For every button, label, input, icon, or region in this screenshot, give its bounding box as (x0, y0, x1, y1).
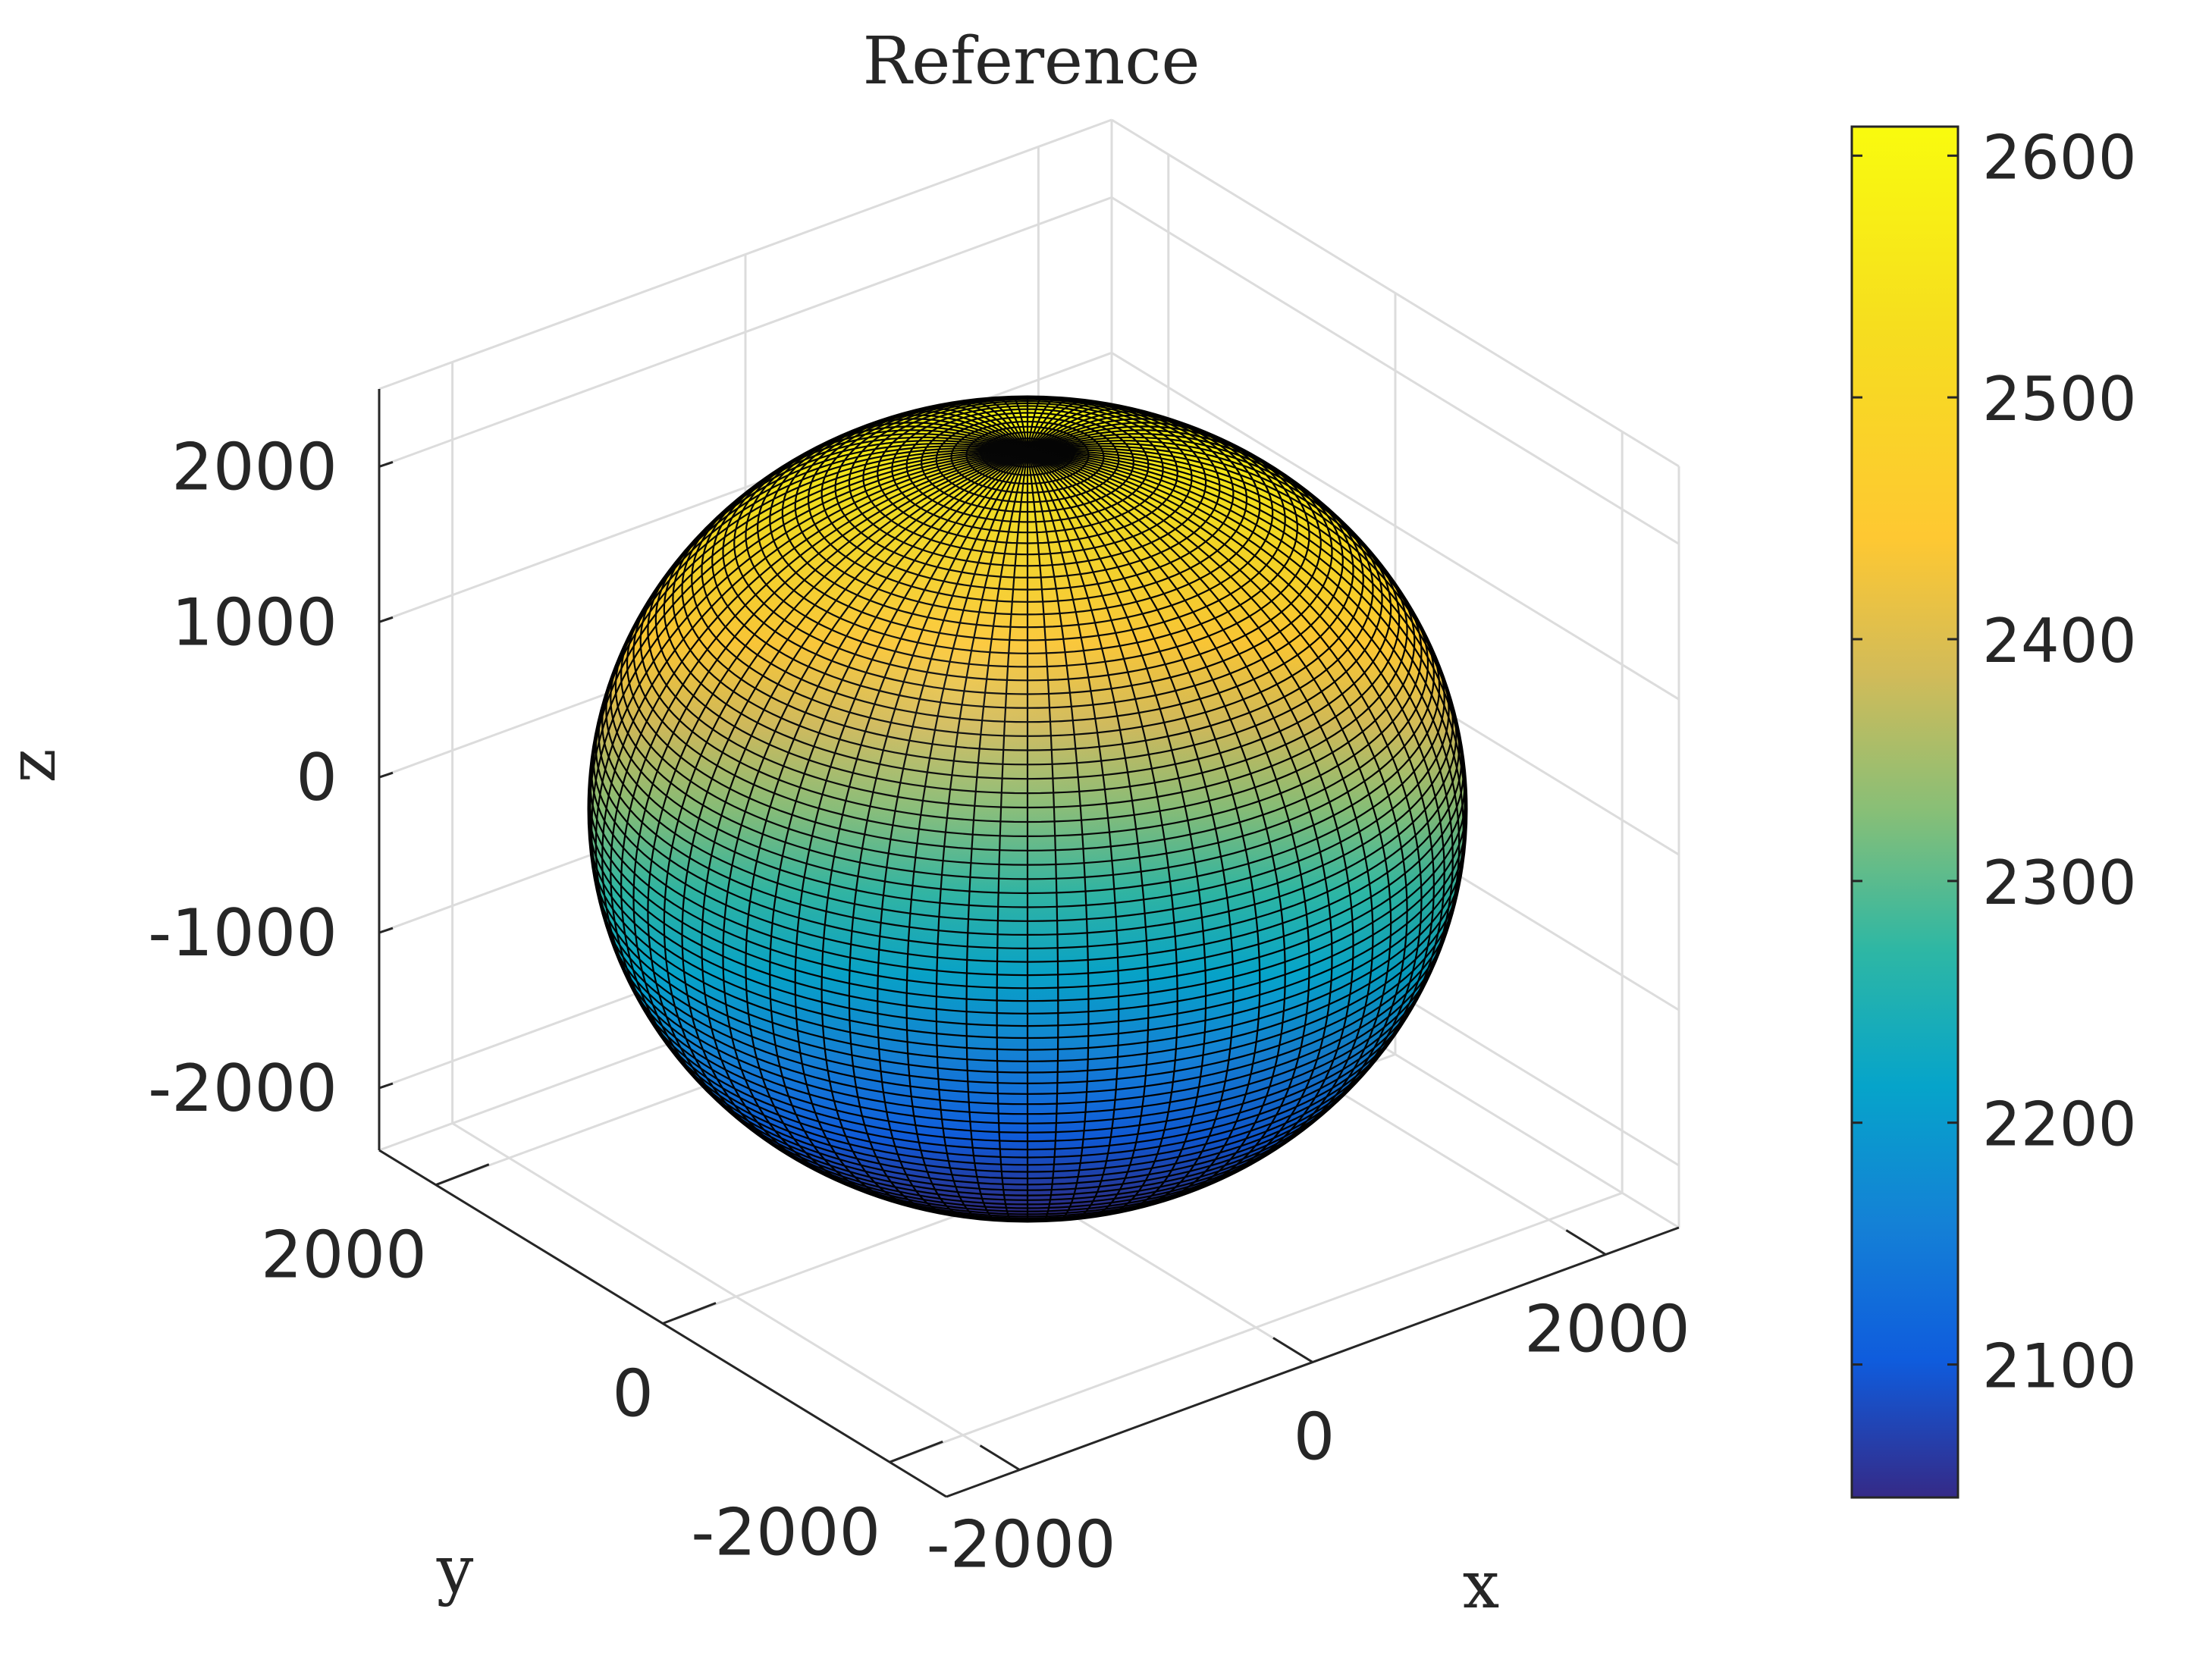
z-tick (378, 460, 394, 468)
colorbar-ticks: 2600 2500 2400 2300 2200 2100 (1852, 122, 2137, 1402)
colorbar-bar (1850, 125, 1959, 1499)
y-axis-label: y (436, 1532, 474, 1608)
x-axis-label: x (1463, 1548, 1500, 1623)
sphere-shade (589, 397, 1466, 1221)
colorbar-tick-label: 2300 (1982, 848, 2137, 918)
z-tick-label: -1000 (148, 895, 337, 971)
chart-title: Reference (863, 24, 1200, 99)
colorbar-tick-label: 2500 (1982, 364, 2137, 434)
y-tick-label: 0 (612, 1356, 654, 1432)
y-tick-label: 2000 (261, 1218, 427, 1294)
x-tick (1565, 1229, 1607, 1256)
z-tick-label: 0 (296, 740, 337, 816)
z-tick-label: 2000 (171, 429, 337, 505)
colorbar-tick-label: 2100 (1982, 1331, 2137, 1402)
x-tick (979, 1444, 1021, 1471)
axes-lines (378, 389, 1680, 1498)
z-tick-label: 1000 (171, 585, 337, 660)
grid-edge (1111, 118, 1680, 468)
colorbar-tick-label: 2400 (1982, 606, 2137, 676)
grid-line (1111, 352, 1680, 701)
sphere-outline (587, 395, 1468, 1223)
colorbar-tick-label: 2600 (1982, 122, 2137, 193)
colorbar-tick-label: 2200 (1982, 1090, 2137, 1160)
colorbar: 2600 2500 2400 2300 2200 2100 (1850, 122, 2137, 1499)
x-tick-label: -2000 (927, 1507, 1116, 1583)
y-tick-label: -2000 (691, 1494, 880, 1570)
z-tick (378, 771, 394, 779)
y-tick (889, 1440, 943, 1463)
grid-edge (378, 118, 1112, 390)
sphere-surface (587, 395, 1468, 1223)
y-tick (435, 1163, 490, 1187)
z-tick (378, 927, 394, 934)
grid-line (1111, 196, 1680, 545)
y-tick (662, 1302, 717, 1325)
z-tick (378, 616, 394, 623)
x-tick (1272, 1337, 1313, 1363)
z-tick-label: -2000 (148, 1051, 337, 1127)
z-axis-label: z (0, 748, 71, 782)
x-tick-label: 0 (1294, 1400, 1335, 1476)
z-tick (378, 1082, 394, 1090)
grid-line (889, 1191, 1623, 1463)
x-tick-label: 2000 (1524, 1292, 1690, 1368)
tick-labels: -2000 -1000 0 1000 2000 -2000 0 2000 -2000 0 2000 (148, 429, 1690, 1582)
grid-line (378, 196, 1112, 468)
